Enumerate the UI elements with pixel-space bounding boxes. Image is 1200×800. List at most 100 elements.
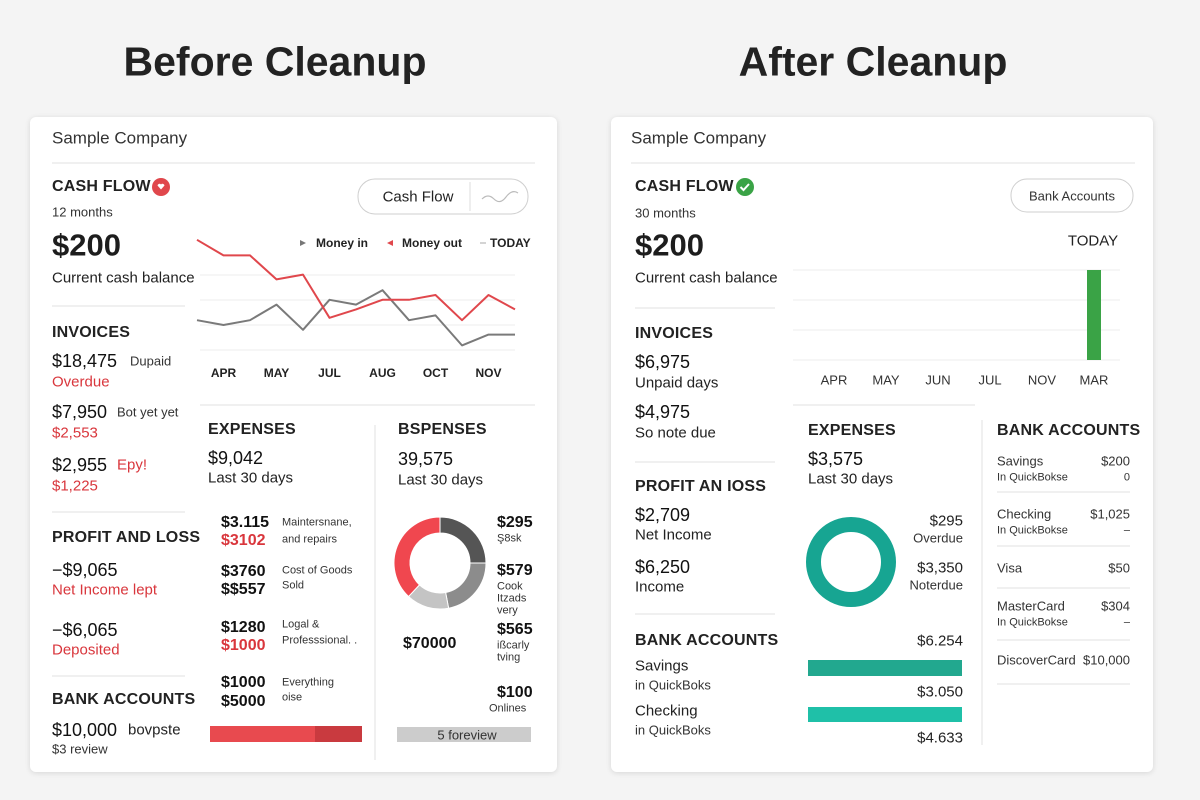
amount: $3.050 <box>917 683 963 701</box>
heading: After Cleanup <box>738 38 1008 85</box>
line-series <box>196 238 516 322</box>
amount: $10,000 <box>52 720 118 740</box>
separators <box>52 162 1135 760</box>
label: very <box>497 604 518 617</box>
bar-label: 5 foreview <box>437 727 497 743</box>
legend-icon-in <box>300 240 306 246</box>
amount: $9,042 <box>208 448 264 468</box>
account-sub-value: – <box>1123 524 1130 537</box>
amount: $3,350 <box>917 559 963 577</box>
label: Everything <box>282 676 334 689</box>
amount: $4.633 <box>917 729 963 747</box>
sub: Net Income <box>635 526 712 544</box>
account-name: Checking <box>997 506 1052 522</box>
toggle[interactable] <box>357 178 529 215</box>
amount: $3102 <box>221 532 266 549</box>
legend-entry: TODAY <box>490 236 531 250</box>
amount: $579 <box>497 562 533 579</box>
section-title: BANK ACCOUNTS <box>635 632 779 649</box>
amount: $1000 <box>221 637 266 654</box>
legend-entry: Money out <box>402 236 462 250</box>
amount: $1000 <box>221 674 266 691</box>
account-name: MasterCard <box>997 598 1065 614</box>
plot-lines <box>200 269 1120 361</box>
sub: So note due <box>635 424 716 442</box>
x-tick-label: JUN <box>925 372 951 388</box>
account-amount: $10,000 <box>1083 652 1130 668</box>
x-tick-label: JUL <box>978 372 1002 388</box>
amount: $2,709 <box>635 505 691 525</box>
section-title: INVOICES <box>52 324 131 341</box>
amount: $6,250 <box>635 557 691 577</box>
amount: $565 <box>497 621 533 638</box>
label: $70000 <box>403 635 457 652</box>
donut-after <box>806 517 896 607</box>
legend-entry: Money in <box>316 236 369 250</box>
amount: $3,575 <box>808 449 864 469</box>
account-sub: In QuickBokse <box>997 616 1068 629</box>
account-sub-value: – <box>1123 616 1130 629</box>
card-before <box>30 117 557 772</box>
x-tick-label: APR <box>820 372 848 388</box>
note: Overdue <box>913 530 963 546</box>
x-tick-label: APR <box>210 366 237 380</box>
donut-segment <box>439 516 487 564</box>
x-tick-label: JUL <box>318 366 341 380</box>
section-title: EXPENSES <box>208 421 296 438</box>
note: Dupaid <box>130 353 172 369</box>
amount: $1280 <box>221 619 266 636</box>
note: Epy! <box>117 456 148 474</box>
section-title: CASH FLOW <box>52 178 151 195</box>
account-name: Savings <box>635 657 689 675</box>
progress-bar <box>808 660 962 676</box>
company: Sample Company <box>52 128 188 148</box>
label: oise <box>282 691 303 704</box>
label: Maintersnane, <box>282 516 352 529</box>
x-tick-label: AUG <box>369 366 396 380</box>
amount: $4,975 <box>635 402 691 422</box>
label: Itzads <box>497 592 527 605</box>
x-tick-label: MAR <box>1079 372 1109 388</box>
note: Noterdue <box>909 577 963 593</box>
label: Logal & <box>282 618 320 631</box>
period: Last 30 days <box>808 470 894 488</box>
label: Cost of Goods <box>282 564 353 577</box>
label: ißcarly <box>497 639 530 652</box>
section-title: BSPENSES <box>398 421 487 438</box>
section-title: BANK ACCOUNTS <box>997 422 1141 439</box>
bar <box>1087 270 1101 360</box>
section-title: INVOICES <box>635 325 714 342</box>
period: Last 30 days <box>398 471 484 489</box>
account-amount: $50 <box>1108 560 1130 576</box>
expense-bar-gray <box>397 727 531 742</box>
account-amount: $304 <box>1101 598 1130 614</box>
button-label: Bank Accounts <box>1029 188 1115 204</box>
amount: $5000 <box>221 693 266 710</box>
section-title: PROFIT AN IOSS <box>635 478 767 495</box>
alert-glyph <box>157 183 165 190</box>
expense-bar-part <box>315 726 362 742</box>
company: Sample Company <box>631 128 767 148</box>
toggle-label: Cash Flow <box>382 188 454 206</box>
account-sub: In QuickBokse <box>997 524 1068 537</box>
donut-segment <box>445 562 487 609</box>
progress-bar <box>808 707 962 722</box>
period: 30 months <box>635 205 696 221</box>
account-sub: In QuickBokse <box>997 471 1068 484</box>
sub: Unpaid days <box>635 374 719 392</box>
x-tick-label: MAY <box>263 366 290 380</box>
label: and repairs <box>282 533 338 546</box>
amount: $6,975 <box>635 352 691 372</box>
account-sub-value: 0 <box>1123 471 1130 484</box>
amount: $6.254 <box>917 632 963 650</box>
amount: $295 <box>497 514 533 531</box>
bank-accounts-button[interactable] <box>1010 178 1134 213</box>
amount: $3760 <box>221 563 266 580</box>
account-amount: $200 <box>1101 453 1130 469</box>
x-tick-label: MAY <box>872 372 900 388</box>
amount: −$9,065 <box>52 560 118 580</box>
x-tick-label: NOV <box>1027 372 1057 388</box>
balance: $200 <box>52 227 121 263</box>
